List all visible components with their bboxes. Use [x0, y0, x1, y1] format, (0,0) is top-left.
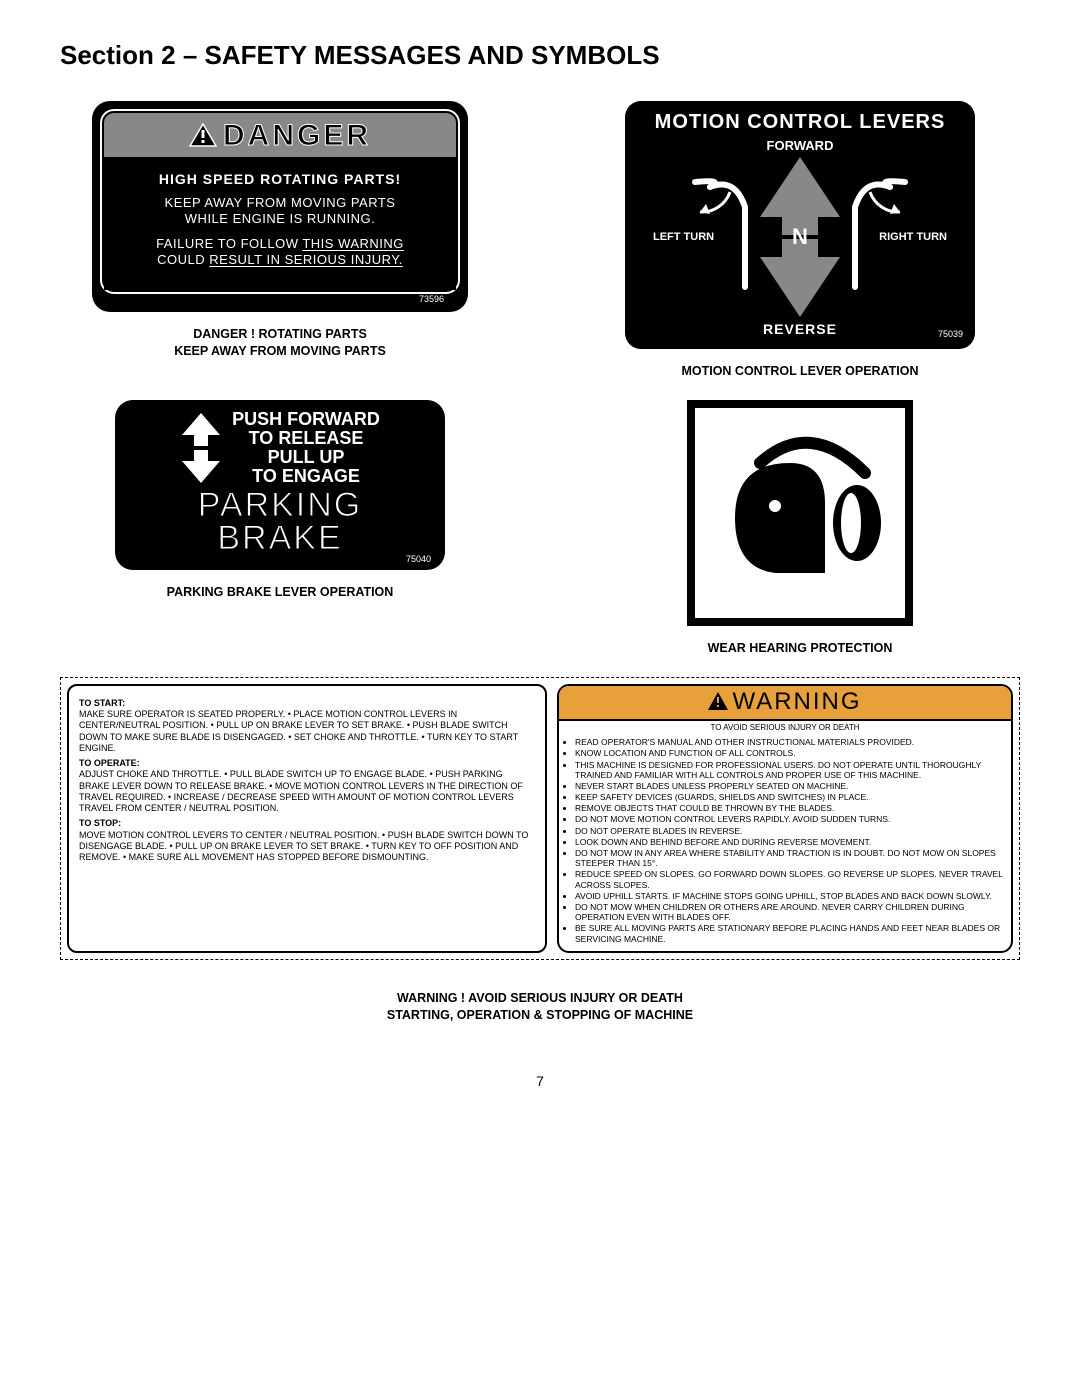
motion-left-text: LEFT TURN: [653, 231, 714, 243]
page-title: Section 2 – SAFETY MESSAGES AND SYMBOLS: [60, 40, 1020, 71]
motion-neutral: N: [792, 224, 808, 250]
warning-item: AVOID UPHILL STARTS. IF MACHINE STOPS GO…: [575, 891, 1003, 901]
operation-warning-panel: TO START: MAKE SURE OPERATOR IS SEATED P…: [60, 677, 1020, 960]
danger-label: DANGER HIGH SPEED ROTATING PARTS! KEEP A…: [92, 101, 468, 312]
proc-start: MAKE SURE OPERATOR IS SEATED PROPERLY. •…: [79, 709, 518, 753]
brake-top1: PUSH FORWARD: [232, 410, 380, 429]
brake-top3: PULL UP: [232, 448, 380, 467]
warning-box: WARNING TO AVOID SERIOUS INJURY OR DEATH…: [557, 684, 1013, 953]
motion-reverse: REVERSE: [635, 321, 965, 337]
brake-top4: TO ENGAGE: [232, 467, 380, 486]
danger-header-text: DANGER: [223, 119, 371, 152]
warning-item: KEEP SAFETY DEVICES (GUARDS, SHIELDS AND…: [575, 792, 1003, 802]
proc-operate: ADJUST CHOKE AND THROTTLE. • PULL BLADE …: [79, 769, 523, 813]
lower-caption: WARNING ! AVOID SERIOUS INJURY OR DEATH …: [60, 990, 1020, 1024]
hearing-protection-symbol: [687, 400, 913, 626]
warning-item: LOOK DOWN AND BEHIND BEFORE AND DURING R…: [575, 837, 1003, 847]
warning-item: READ OPERATOR'S MANUAL AND OTHER INSTRUC…: [575, 737, 1003, 747]
proc-start-h: TO START:: [79, 698, 535, 709]
up-down-arrows-icon: [180, 413, 222, 483]
warning-item: REMOVE OBJECTS THAT COULD BE THROWN BY T…: [575, 803, 1003, 813]
warning-list: READ OPERATOR'S MANUAL AND OTHER INSTRUC…: [559, 734, 1011, 951]
danger-line3a: FAILURE TO FOLLOW THIS WARNING: [156, 236, 404, 251]
procedure-box: TO START: MAKE SURE OPERATOR IS SEATED P…: [67, 684, 547, 953]
danger-caption: DANGER ! ROTATING PARTS KEEP AWAY FROM M…: [174, 326, 386, 360]
hearing-caption: WEAR HEARING PROTECTION: [708, 640, 893, 657]
motion-right-text: RIGHT TURN: [879, 231, 947, 243]
warning-item: KNOW LOCATION AND FUNCTION OF ALL CONTRO…: [575, 748, 1003, 758]
warning-item: DO NOT OPERATE BLADES IN REVERSE.: [575, 826, 1003, 836]
brake-main1: PARKING: [125, 489, 435, 521]
proc-operate-h: TO OPERATE:: [79, 758, 535, 769]
danger-line2a: KEEP AWAY FROM MOVING PARTS: [165, 195, 396, 210]
danger-line3b: COULD RESULT IN SERIOUS INJURY.: [157, 252, 403, 267]
warning-item: NEVER START BLADES UNLESS PROPERLY SEATE…: [575, 781, 1003, 791]
page-number: 7: [60, 1073, 1020, 1089]
warning-item: DO NOT MOW WHEN CHILDREN OR OTHERS ARE A…: [575, 902, 1003, 922]
motion-control-label: MOTION CONTROL LEVERS FORWARD: [625, 101, 975, 349]
motion-caption: MOTION CONTROL LEVER OPERATION: [681, 363, 918, 380]
warning-item: DO NOT MOVE MOTION CONTROL LEVERS RAPIDL…: [575, 814, 1003, 824]
parking-brake-label: PUSH FORWARD TO RELEASE PULL UP TO ENGAG…: [115, 400, 445, 570]
warning-item: BE SURE ALL MOVING PARTS ARE STATIONARY …: [575, 923, 1003, 943]
proc-stop: MOVE MOTION CONTROL LEVERS TO CENTER / N…: [79, 830, 528, 863]
danger-part-number: 73596: [100, 294, 460, 304]
hearing-protection-icon: [715, 428, 885, 598]
motion-part-number: 75039: [938, 329, 963, 339]
brake-top2: TO RELEASE: [232, 429, 380, 448]
danger-line1: HIGH SPEED ROTATING PARTS!: [110, 171, 450, 187]
motion-title: MOTION CONTROL LEVERS: [635, 111, 965, 134]
danger-line2b: WHILE ENGINE IS RUNNING.: [185, 211, 375, 226]
warning-item: DO NOT MOW IN ANY AREA WHERE STABILITY A…: [575, 848, 1003, 868]
brake-caption: PARKING BRAKE LEVER OPERATION: [167, 584, 394, 601]
warning-sub: TO AVOID SERIOUS INJURY OR DEATH: [559, 721, 1011, 735]
proc-stop-h: TO STOP:: [79, 818, 535, 829]
alert-triangle-icon: [189, 123, 217, 147]
alert-triangle-icon: [708, 692, 728, 710]
brake-main2: BRAKE: [125, 522, 435, 554]
warning-header: WARNING: [732, 688, 861, 715]
motion-forward: FORWARD: [635, 138, 965, 153]
warning-item: REDUCE SPEED ON SLOPES. GO FORWARD DOWN …: [575, 869, 1003, 889]
warning-item: THIS MACHINE IS DESIGNED FOR PROFESSIONA…: [575, 760, 1003, 780]
